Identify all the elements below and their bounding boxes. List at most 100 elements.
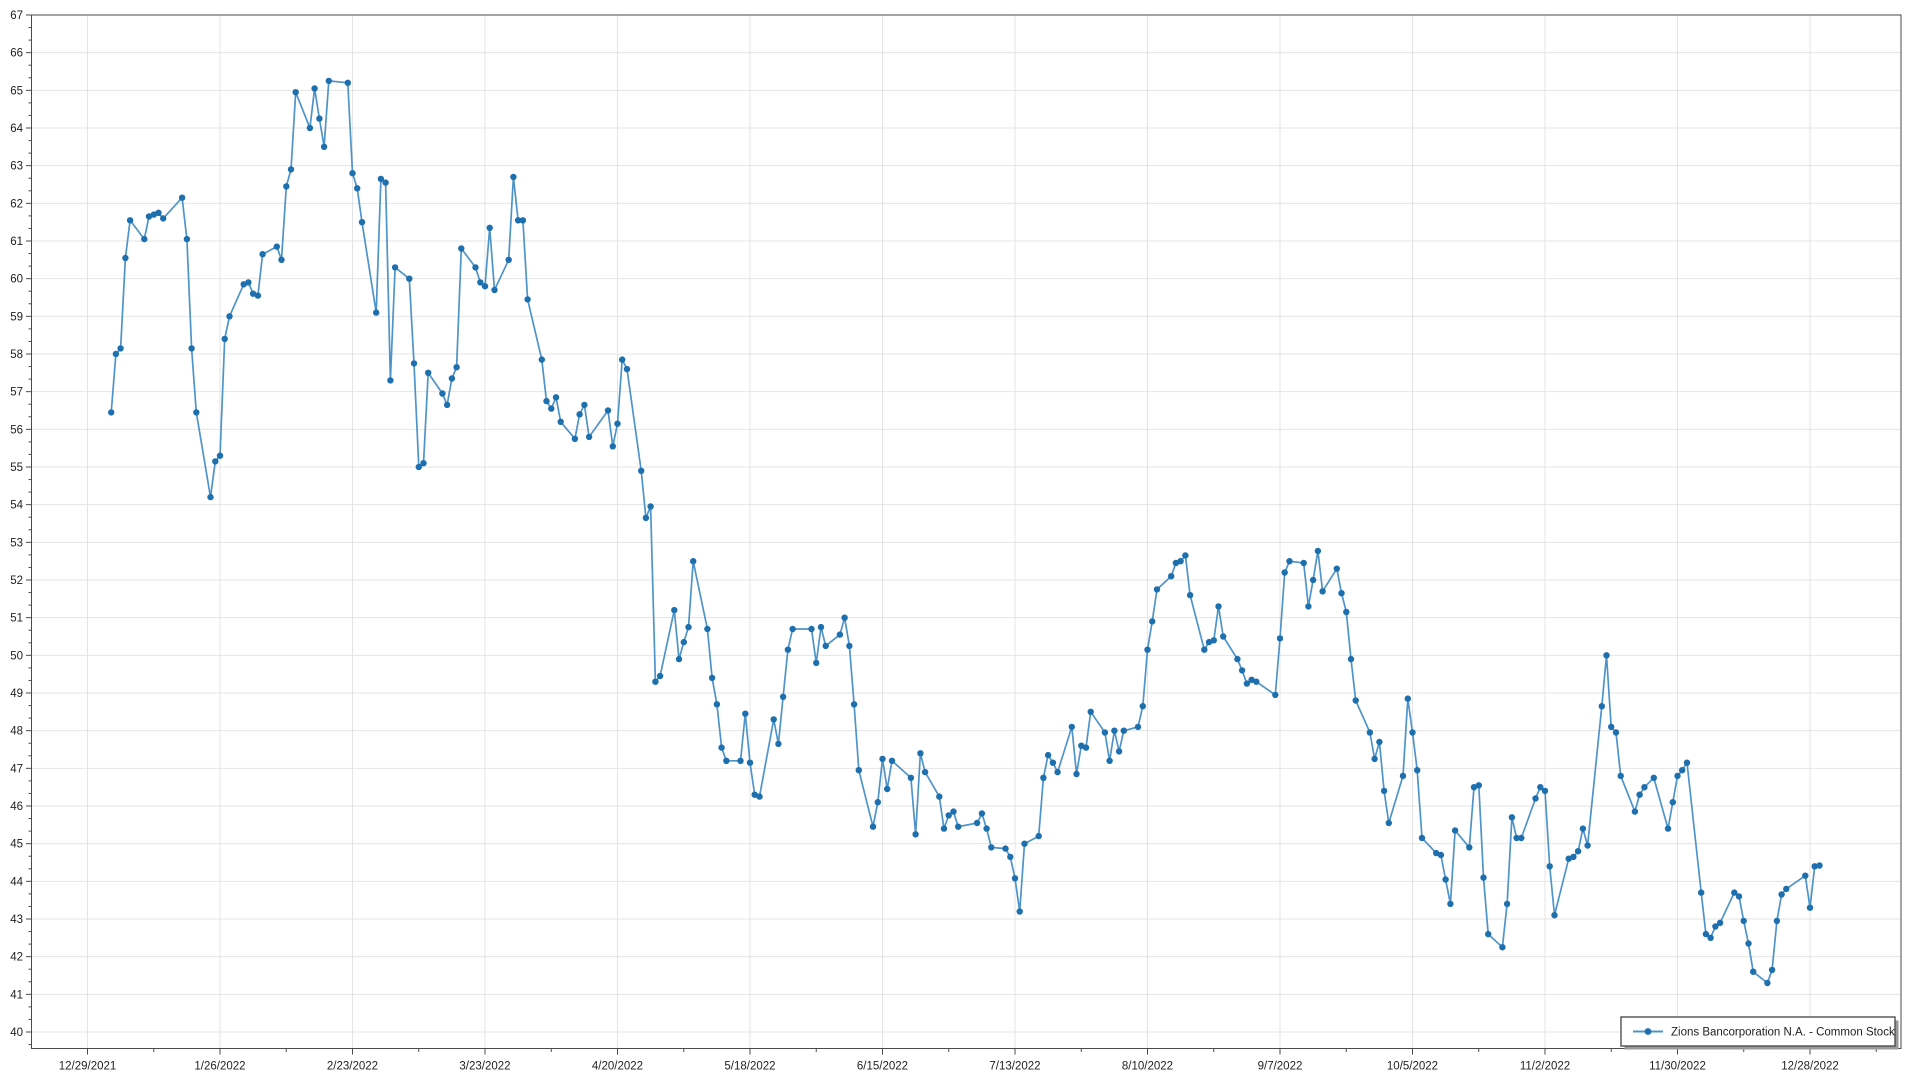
data-point[interactable] [254,292,262,299]
data-point[interactable] [1073,770,1080,778]
data-point[interactable] [1111,727,1118,734]
data-point[interactable] [1735,893,1743,900]
data-point[interactable] [1636,791,1643,798]
data-point[interactable] [448,375,456,382]
data-point[interactable] [1177,558,1184,565]
data-point[interactable] [1186,591,1194,599]
data-point[interactable] [718,744,725,751]
data-point[interactable] [1650,774,1658,781]
data-point[interactable] [1068,723,1076,731]
data-point[interactable] [491,286,498,294]
data-point[interactable] [420,460,427,467]
data-point[interactable] [1712,923,1719,930]
data-point[interactable] [1745,940,1752,947]
data-point[interactable] [311,85,318,92]
data-point[interactable] [160,215,167,222]
data-point[interactable] [425,369,432,376]
data-point[interactable] [1513,834,1520,842]
data-point[interactable] [1305,603,1312,610]
data-point[interactable] [638,467,645,474]
data-point[interactable] [112,350,120,358]
data-point[interactable] [723,757,730,764]
data-point[interactable] [647,503,654,510]
data-point[interactable] [1570,853,1577,861]
data-point[interactable] [1679,767,1686,774]
data-point[interactable] [453,364,460,371]
data-point[interactable] [1106,757,1113,764]
data-point[interactable] [1201,646,1208,653]
data-point[interactable] [1731,889,1738,896]
data-point[interactable] [439,390,446,397]
data-point[interactable] [391,264,399,271]
data-point[interactable] [1740,917,1747,925]
data-point[interactable] [884,785,891,793]
data-point[interactable] [377,175,385,183]
data-point[interactable] [557,418,564,425]
data-point[interactable] [1352,697,1359,704]
data-point[interactable] [1674,772,1681,780]
data-point[interactable] [656,672,664,680]
data-point[interactable] [671,606,678,614]
data-point[interactable] [690,558,697,565]
data-point[interactable] [1669,799,1677,806]
data-point[interactable] [481,283,489,290]
data-point[interactable] [945,812,952,819]
data-point[interactable] [888,757,896,764]
data-point[interactable] [1816,862,1823,869]
data-point[interactable] [1011,875,1019,882]
data-point[interactable] [458,245,465,252]
data-point[interactable] [604,407,612,414]
data-point[interactable] [1716,919,1724,926]
data-point[interactable] [126,217,134,224]
data-point[interactable] [1768,966,1776,974]
data-point[interactable] [519,217,527,224]
data-point[interactable] [680,638,687,646]
data-point[interactable] [543,397,550,405]
data-point[interactable] [746,759,754,766]
data-point[interactable] [581,401,588,409]
data-point[interactable] [652,678,659,685]
data-point[interactable] [1343,608,1350,616]
data-point[interactable] [1153,586,1161,593]
data-point[interactable] [1347,655,1355,663]
data-point[interactable] [936,793,943,800]
data-point[interactable] [221,335,228,343]
data-point[interactable] [756,793,763,800]
data-point[interactable] [1139,703,1147,710]
data-point[interactable] [1376,738,1383,746]
data-point[interactable] [155,209,162,216]
data-point[interactable] [1082,744,1090,751]
data-point[interactable] [1480,874,1487,881]
data-point[interactable] [1333,565,1341,572]
data-point[interactable] [1664,825,1672,832]
data-point[interactable] [675,655,683,663]
data-point[interactable] [576,411,583,418]
data-point[interactable] [1466,844,1473,851]
data-point[interactable] [770,716,777,723]
data-point[interactable] [988,844,995,851]
data-point[interactable] [713,701,721,708]
data-point[interactable] [1238,667,1246,674]
data-point[interactable] [259,251,266,258]
data-point[interactable] [921,768,929,776]
data-point[interactable] [609,443,616,450]
data-point[interactable] [784,646,792,653]
data-point[interactable] [108,409,115,416]
data-point[interactable] [1338,590,1345,597]
data-point[interactable] [477,279,484,286]
data-point[interactable] [1598,703,1606,710]
data-point[interactable] [552,394,560,401]
data-point[interactable] [212,458,219,465]
data-point[interactable] [1040,774,1047,781]
data-point[interactable] [1806,904,1814,911]
data-point[interactable] [619,356,626,363]
data-point[interactable] [1518,834,1525,842]
data-point[interactable] [869,823,877,830]
data-point[interactable] [1134,723,1142,731]
data-point[interactable] [320,143,328,150]
data-point[interactable] [1532,795,1539,802]
data-point[interactable] [325,77,332,85]
data-point[interactable] [1499,944,1506,951]
data-point[interactable] [907,774,915,781]
data-point[interactable] [1314,547,1322,555]
